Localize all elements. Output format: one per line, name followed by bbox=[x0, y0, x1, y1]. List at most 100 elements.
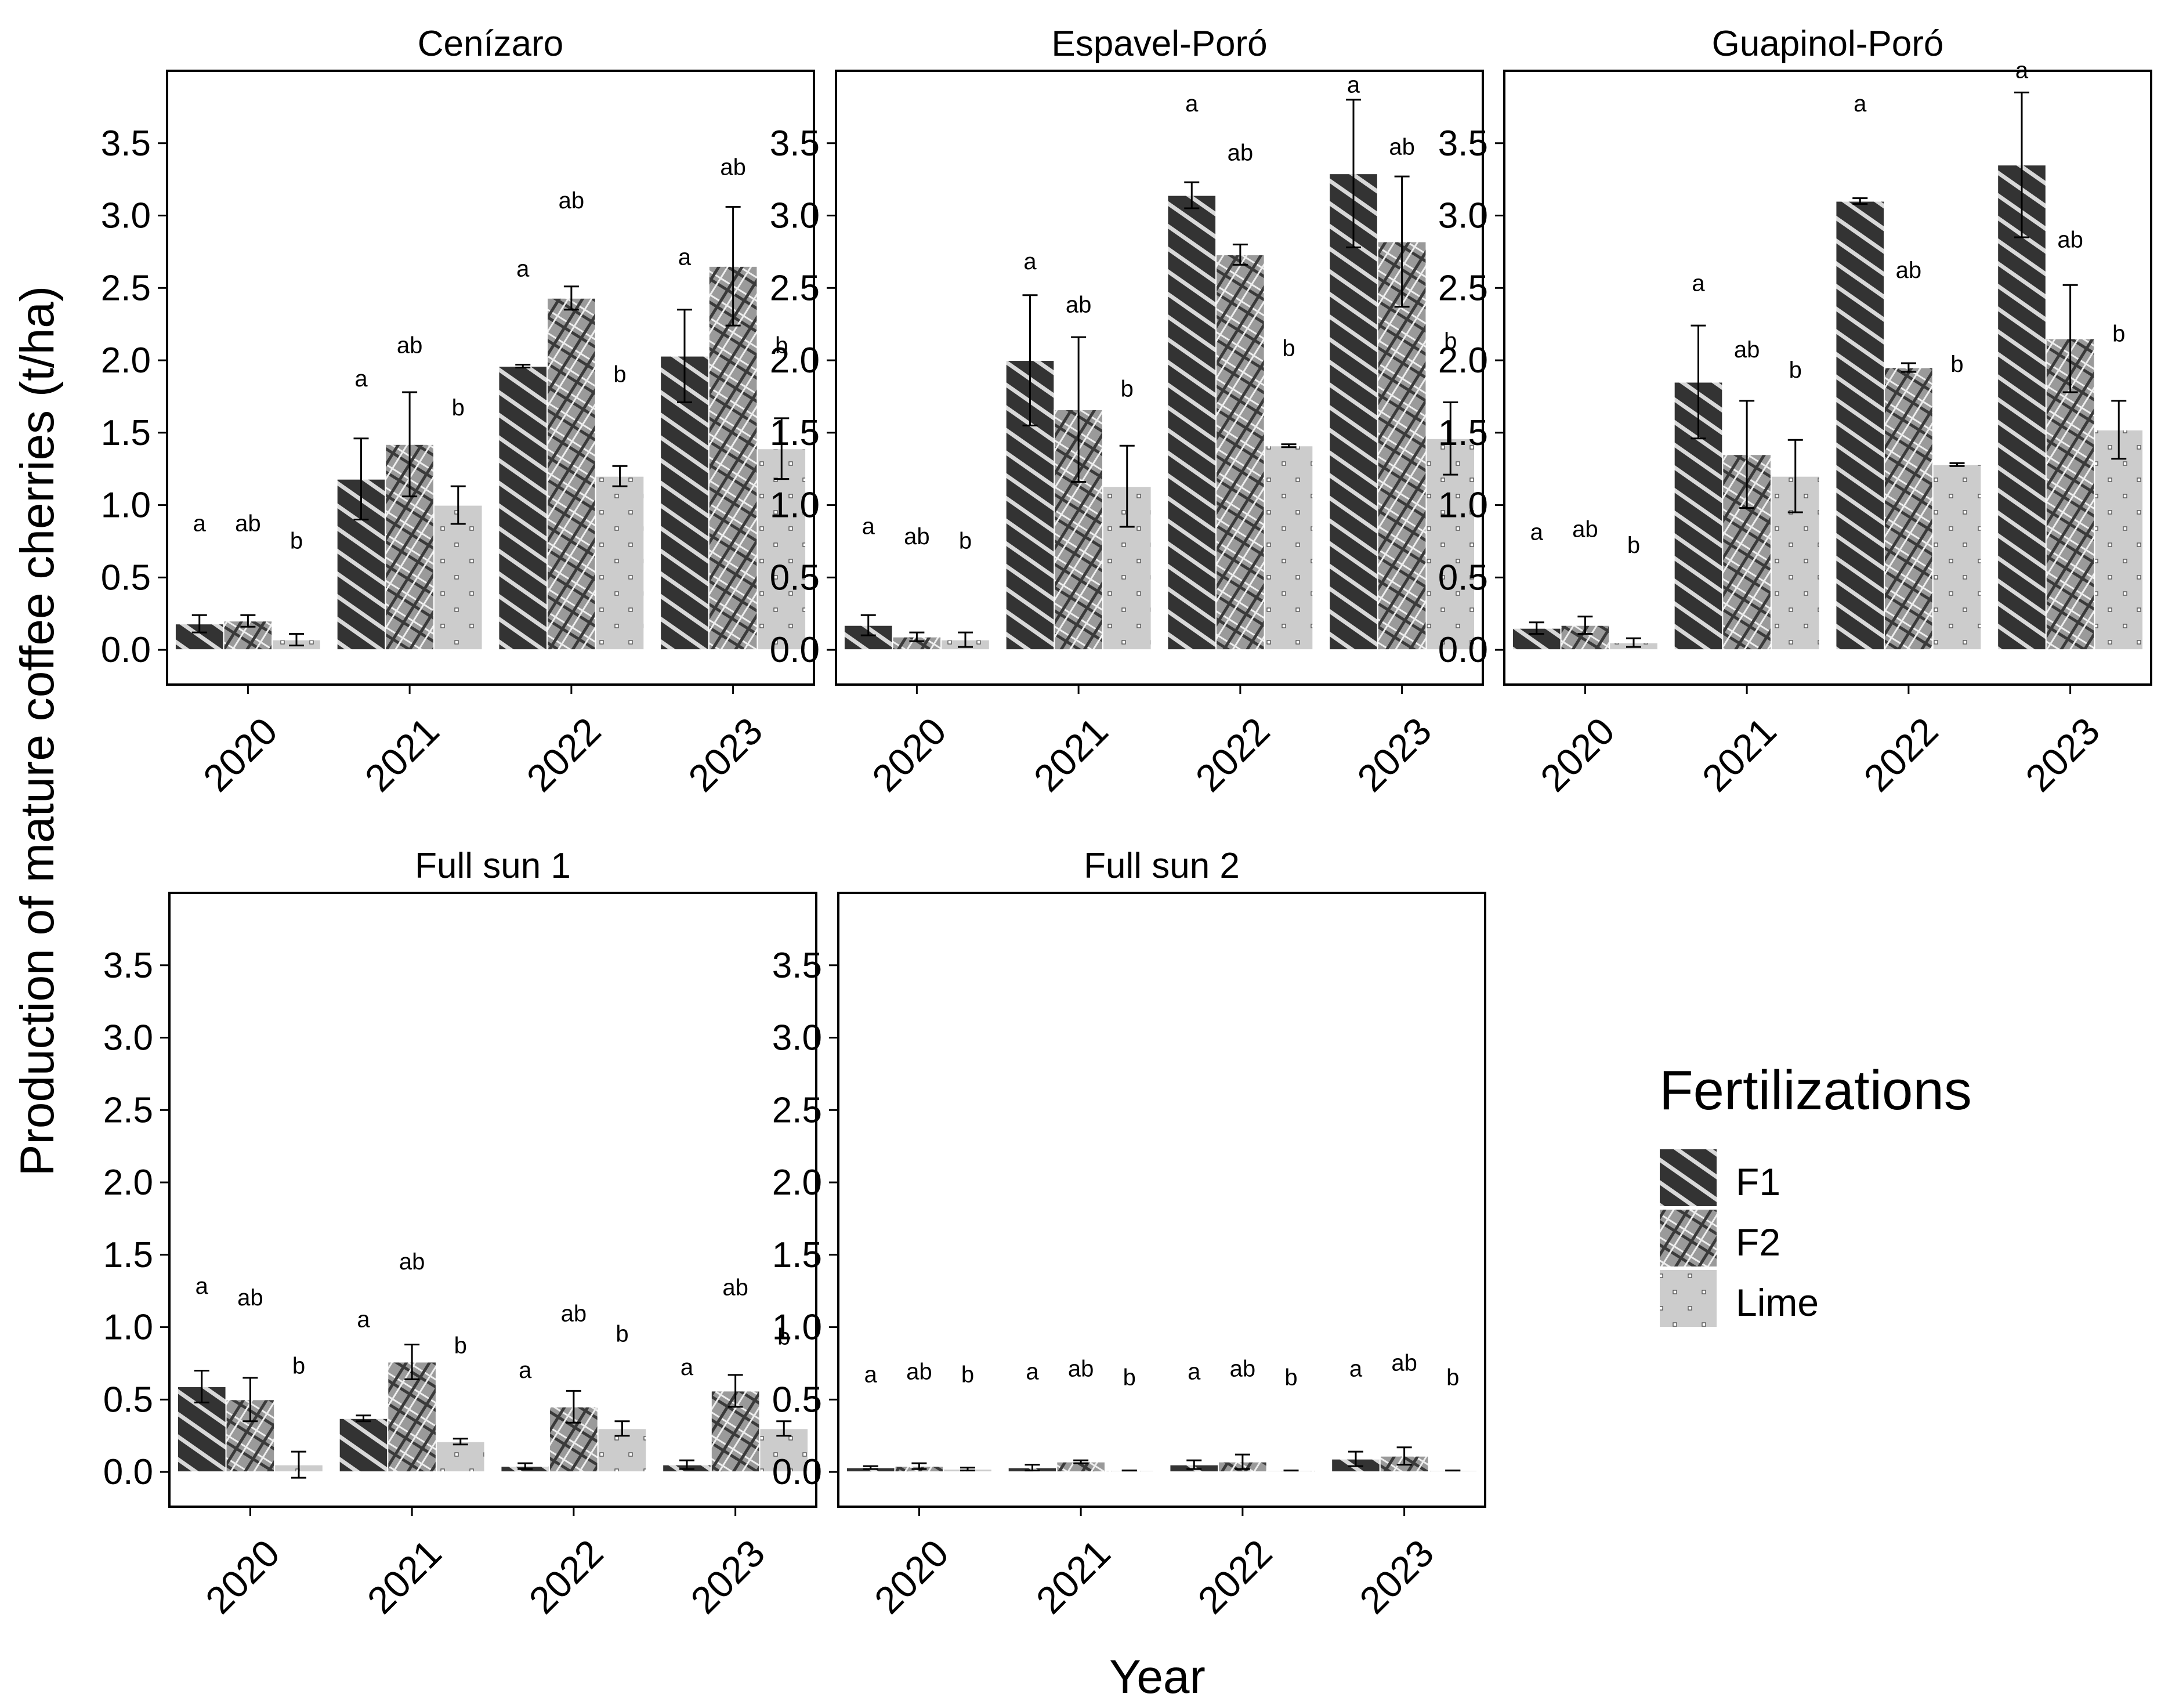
y-tick-label: 0.5 bbox=[770, 558, 820, 598]
x-tick-label: 2023 bbox=[680, 709, 770, 799]
significance-letter: b bbox=[959, 528, 972, 553]
error-bar-f2-2023 bbox=[725, 206, 741, 327]
legend-label-f2: F2 bbox=[1736, 1221, 1780, 1264]
significance-letter: a bbox=[678, 244, 692, 270]
significance-letter: b bbox=[452, 395, 465, 421]
y-tick-label: 0.0 bbox=[1438, 630, 1488, 670]
y-tick-label: 3.5 bbox=[101, 124, 151, 164]
error-bar-f1-2020 bbox=[863, 1465, 878, 1470]
error-bar-f1-2022 bbox=[517, 1462, 533, 1470]
significance-letter: a bbox=[1347, 72, 1360, 97]
significance-letter: ab bbox=[1068, 1356, 1094, 1381]
error-bar-f1-2023 bbox=[1346, 99, 1361, 248]
panel-title: Full sun 1 bbox=[415, 846, 571, 886]
error-bar-f1-2021 bbox=[353, 437, 369, 521]
x-tick-label: 2022 bbox=[1855, 709, 1946, 799]
y-tick-label: 2.5 bbox=[101, 268, 151, 308]
significance-letter: a bbox=[193, 511, 207, 537]
panel-frame bbox=[837, 892, 1486, 1508]
y-tick-label: 1.0 bbox=[772, 1308, 822, 1348]
y-tick-label: 1.5 bbox=[103, 1235, 153, 1275]
x-tick-label: 2022 bbox=[1189, 1531, 1280, 1622]
significance-letter: ab bbox=[397, 333, 423, 359]
significance-letter: a bbox=[1026, 1359, 1039, 1384]
y-tick-label: 3.5 bbox=[770, 124, 820, 164]
significance-letter: b bbox=[292, 1353, 305, 1378]
significance-letter: b bbox=[1123, 1365, 1136, 1390]
significance-letter: ab bbox=[235, 511, 261, 537]
significance-letter: ab bbox=[1572, 516, 1598, 542]
x-tick-label: 2020 bbox=[864, 709, 954, 799]
significance-letter: a bbox=[864, 1362, 878, 1387]
panel-frame bbox=[1503, 70, 2152, 686]
significance-letter: a bbox=[1530, 519, 1544, 545]
error-bar-f2-2022 bbox=[1232, 243, 1248, 266]
error-bar-lime-2023 bbox=[774, 417, 790, 480]
error-bar-lime-2023 bbox=[776, 1420, 792, 1437]
y-tick-label: 3.0 bbox=[1438, 196, 1488, 236]
error-bar-lime-2021 bbox=[1119, 444, 1135, 528]
error-bar-lime-2021 bbox=[453, 1438, 468, 1446]
error-bar-f1-2023 bbox=[2014, 91, 2029, 238]
significance-letter: a bbox=[519, 1358, 532, 1383]
error-bar-f1-2021 bbox=[1691, 324, 1706, 440]
significance-letter: a bbox=[196, 1273, 209, 1299]
significance-letter: ab bbox=[237, 1285, 263, 1311]
panel-title: Guapinol-Poró bbox=[1712, 24, 1944, 64]
bar-f2-2022 bbox=[1215, 254, 1265, 651]
error-bar-f1-2021 bbox=[356, 1414, 371, 1423]
error-bar-f1-2023 bbox=[677, 309, 692, 403]
significance-letter: a bbox=[1692, 270, 1705, 296]
legend-key-f1 bbox=[1659, 1148, 1718, 1207]
x-tick-label: 2023 bbox=[1351, 1531, 1442, 1622]
error-bar-f2-2022 bbox=[1901, 362, 1916, 373]
significance-letter: a bbox=[354, 366, 368, 392]
error-bar-f2-2023 bbox=[1396, 1446, 1412, 1466]
significance-letter: ab bbox=[1228, 140, 1254, 166]
error-bar-f2-2020 bbox=[911, 1462, 927, 1470]
error-bar-f1-2020 bbox=[1529, 621, 1544, 635]
bar-lime-2021 bbox=[435, 1441, 486, 1473]
y-tick-label: 0.5 bbox=[772, 1380, 822, 1420]
significance-letter: b bbox=[1121, 376, 1134, 401]
y-tick-label: 1.5 bbox=[1438, 413, 1488, 453]
significance-letter: ab bbox=[399, 1249, 425, 1275]
error-bar-f1-2021 bbox=[1025, 1464, 1040, 1472]
y-tick-label: 0.0 bbox=[101, 630, 151, 670]
x-tick-label: 2023 bbox=[1349, 709, 1439, 799]
error-bar-f1-2020 bbox=[194, 1369, 209, 1403]
error-bar-f1-2021 bbox=[1022, 294, 1038, 426]
bar-f1-2023 bbox=[660, 355, 710, 651]
x-tick-label: 2021 bbox=[1026, 709, 1116, 799]
error-bar-f2-2021 bbox=[1071, 336, 1087, 483]
panel-title: Cenízaro bbox=[418, 24, 564, 64]
x-tick-label: 2021 bbox=[359, 1531, 450, 1622]
y-tick-label: 2.0 bbox=[1438, 341, 1488, 381]
significance-letter: ab bbox=[1734, 337, 1760, 363]
error-bar-lime-2023 bbox=[2111, 400, 2127, 460]
x-tick-label: 2021 bbox=[357, 709, 447, 799]
error-bar-f2-2020 bbox=[242, 1377, 258, 1423]
y-tick-label: 0.0 bbox=[103, 1452, 153, 1492]
error-bar-f1-2023 bbox=[679, 1459, 694, 1470]
significance-letter: b bbox=[1284, 1365, 1297, 1390]
error-bar-f2-2022 bbox=[566, 1389, 581, 1424]
error-bar-f2-2021 bbox=[1739, 400, 1755, 509]
significance-letter: a bbox=[357, 1307, 370, 1333]
error-bar-lime-2021 bbox=[450, 485, 466, 525]
significance-letter: b bbox=[775, 333, 788, 359]
y-tick-label: 2.0 bbox=[101, 341, 151, 381]
bar-f1-2022 bbox=[1167, 194, 1217, 651]
error-bar-f2-2020 bbox=[909, 631, 925, 642]
significance-letter: b bbox=[616, 1322, 628, 1347]
significance-letter: b bbox=[1282, 336, 1295, 361]
bar-lime-2022 bbox=[1932, 464, 1982, 651]
panel-frame bbox=[166, 70, 815, 686]
y-tick-label: 1.0 bbox=[770, 486, 820, 526]
bar-f2-2022 bbox=[546, 297, 596, 651]
significance-letter: b bbox=[1627, 533, 1640, 558]
panel-title: Full sun 2 bbox=[1084, 846, 1240, 886]
x-tick-label: 2020 bbox=[195, 709, 285, 799]
